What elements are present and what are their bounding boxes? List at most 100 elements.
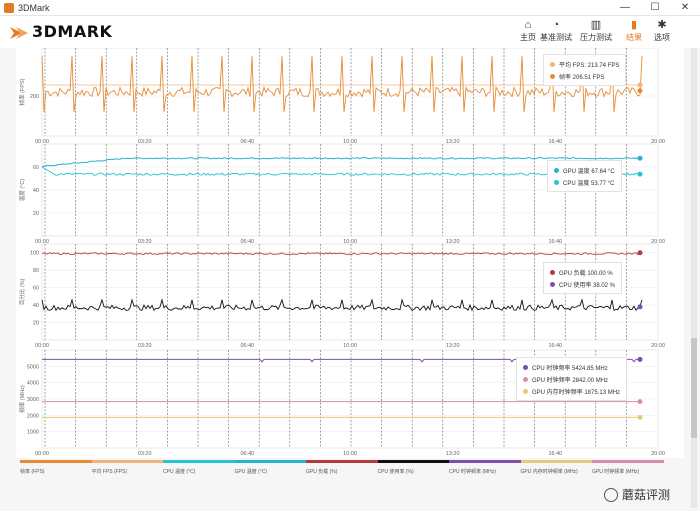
x-tick-label: 20:00 [651,343,665,349]
plot-frame [41,47,659,137]
series-end-marker [637,88,643,94]
x-tick-label: 03:20 [138,139,152,145]
y-tick-label: 20 [33,211,39,217]
legend-dot [523,364,528,370]
series-toggle[interactable]: CPU 温度 (°C) [163,460,235,475]
x-tick-label: 00:00 [35,139,49,145]
nav-label: 基准测试 [540,33,572,42]
nav-gauge[interactable]: ◔ 基准测试 [536,18,576,43]
series-gpu-load [41,252,643,256]
legend-row: GPU 内存时钟频率 1875.13 MHz [523,385,620,397]
x-tick-label: 03:20 [138,239,152,245]
app-header: 3DMARK ⌂ 主页 ◔ 基准测试 ▥ 压力测试 ▮ 结果 ✱ 选项 [0,16,700,48]
x-tick-label: 00:00 [35,239,49,245]
legend-clock: CPU 时钟频率 5424.85 MHz GPU 时钟频率 2842.00 MHz… [516,357,628,401]
series-toggle-label: GPU 负载 (%) [306,469,338,475]
legend-row: 平均 FPS: 213.74 FPS [550,58,619,70]
chart-icon: ▮ [630,19,638,31]
x-tick-label: 10:00 [343,139,357,145]
scrollbar[interactable] [691,48,697,508]
legend-row: 帧率 206.51 FPS [550,70,619,82]
nav-home[interactable]: ⌂ 主页 [515,18,541,43]
series-color-bar [520,460,593,463]
x-tick-label: 06:40 [240,451,254,457]
legend-dot [554,179,559,185]
y-axis-label: 帧率 (FPS) [18,78,26,105]
x-tick-label: 10:00 [343,239,357,245]
series-toggle[interactable]: GPU 温度 (°C) [234,460,307,475]
scrollbar-thumb[interactable] [691,338,697,438]
series-toggle[interactable]: CPU 使用率 (%) [377,460,450,475]
x-tick-label: 13:20 [446,239,460,245]
x-tick-label: 00:00 [35,451,49,457]
legend-label: CPU 时钟频率 5424.85 MHz [532,365,608,372]
nav-label: 主页 [520,33,536,42]
nav-label: 结果 [626,33,642,42]
series-end-marker [637,171,643,177]
series-toggle-label: GPU 时钟频率 (MHz) [592,469,640,475]
series-toggle[interactable]: 帧率 (FPS) [20,460,92,475]
legend-fps: 平均 FPS: 213.74 FPS 帧率 206.51 FPS [543,54,627,86]
nav-label: 压力测试 [580,33,612,42]
x-tick-label: 20:00 [651,139,665,145]
y-tick-label: 80 [33,268,39,274]
x-tick-label: 03:20 [138,343,152,349]
x-tick-label: 06:40 [240,139,254,145]
nav-label: 选项 [654,33,670,42]
series-color-bar [449,460,521,463]
legend-dot [523,388,528,394]
y-tick-label: 2000 [27,413,39,419]
gauge-icon: ◔ [552,19,560,31]
y-tick-label: 3000 [27,397,39,403]
legend-label: CPU 温度 53.77 °C [563,180,615,187]
series-end-marker [637,155,643,161]
logo-text: 3DMARK [32,22,113,41]
legend-label: GPU 温度 67.64 °C [563,168,615,175]
legend-load: GPU 负载 100.00 % CPU 使用率 38.02 % [543,262,623,294]
x-tick-label: 16:40 [548,239,562,245]
legend-dot [550,281,555,287]
nav-gear[interactable]: ✱ 选项 [649,18,675,43]
legend-dot [550,73,555,79]
series-color-bar [163,460,235,463]
close-button[interactable]: ✕ [680,2,690,13]
app-icon [4,3,14,13]
x-tick-label: 06:40 [240,239,254,245]
series-toggle[interactable]: GPU 负载 (%) [306,460,378,475]
series-color-bar [592,460,664,463]
legend-row: GPU 负载 100.00 % [550,266,615,278]
minimize-button[interactable]: — [620,2,630,13]
series-color-bar [377,460,450,463]
maximize-button[interactable]: ☐ [650,2,660,13]
y-axis-label: 温度 (°C) [18,179,26,202]
series-end-marker [637,356,643,362]
y-tick-label: 1000 [27,430,39,436]
x-tick-label: 13:20 [446,343,460,349]
plot-frame [41,349,659,449]
series-toggle[interactable]: 平均 FPS (FPS) [91,460,164,475]
nav-bars[interactable]: ▥ 压力测试 [576,18,616,43]
legend-temp: GPU 温度 67.64 °C CPU 温度 53.77 °C [547,160,622,192]
series-gpu-temp [41,156,643,168]
y-axis-label: 百分比 (%) [18,279,26,306]
y-tick-label: 5000 [27,364,39,370]
chart-fps: 200 帧率 (FPS) 00:00 03:20 06:40 10:00 13:20 16:4… [18,47,665,145]
logo-icon [10,27,28,39]
nav-chart[interactable]: ▮ 结果 [621,18,647,43]
legend-label: GPU 时钟频率 2842.00 MHz [532,377,609,384]
home-icon: ⌂ [524,19,532,31]
legend-dot [523,376,528,382]
x-tick-label: 13:20 [446,139,460,145]
legend-dot [554,167,559,173]
x-tick-label: 20:00 [651,239,665,245]
series-toggle-label: CPU 温度 (°C) [163,469,196,475]
series-toggle[interactable]: GPU 时钟频率 (MHz) [592,460,664,475]
plot-frame [41,143,659,237]
series-toggle[interactable]: GPU 内存时钟频率 (MHz) [520,460,593,475]
x-tick-label: 13:20 [446,451,460,457]
chart-load: 100 80 60 40 20 百分比 (%) 00:00 03:20 06:40 10:00 13… [18,243,665,349]
x-tick-label: 16:40 [548,139,562,145]
series-toggle[interactable]: CPU 时钟频率 (MHz) [449,460,521,475]
series-cpu-load [41,298,643,312]
legend-row: GPU 时钟频率 2842.00 MHz [523,373,620,385]
